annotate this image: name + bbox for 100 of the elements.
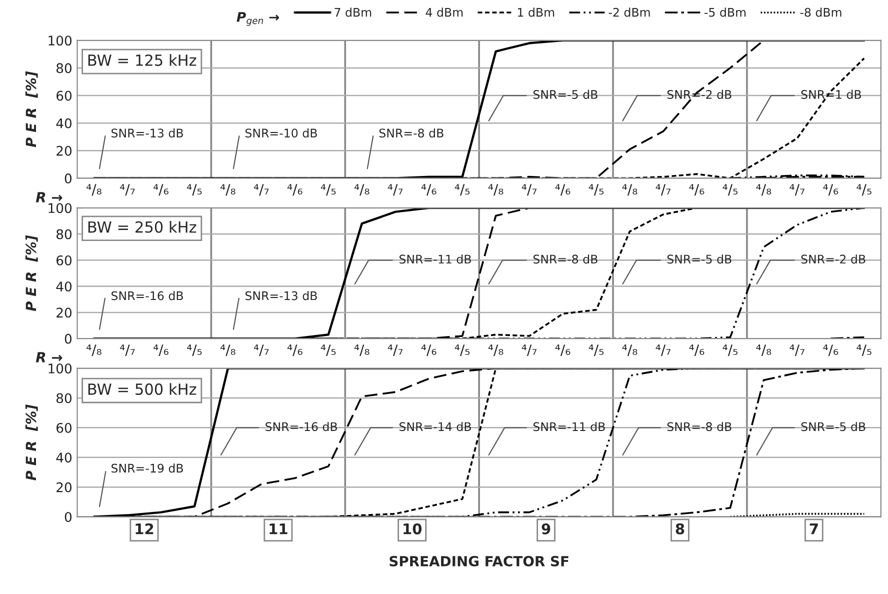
- x-tick-label: ⁴/₅: [186, 184, 202, 196]
- x-tick-label: ⁴/₈: [488, 184, 504, 196]
- text: 7: [810, 524, 818, 534]
- x-tick-label: ⁴/₇: [388, 344, 403, 356]
- x-tick-label: ⁴/₆: [287, 344, 302, 356]
- x-tick-label: ⁴/₅: [588, 184, 604, 196]
- y-tick-label: 40: [56, 118, 72, 128]
- text: 10: [404, 523, 422, 534]
- x-tick-label: ⁴/₇: [790, 184, 804, 196]
- y-tick-label: 0: [64, 173, 72, 184]
- x-tick-label: ⁴/₅: [320, 184, 336, 196]
- x-tick-label: ⁴/₅: [722, 184, 738, 196]
- text: BW = 125 kHz: [88, 54, 196, 66]
- x-tick-label: ⁴/₈: [622, 344, 638, 356]
- x-axis-title: SPREADING FACTOR SF: [390, 556, 568, 566]
- x-axis-title: R →: [36, 352, 62, 362]
- x-tick-label: ⁴/₆: [153, 344, 168, 356]
- x-axis-title: R →: [36, 192, 62, 202]
- x-tick-label: ⁴/₅: [454, 344, 470, 356]
- annotation: SNR=-16 dB: [266, 422, 337, 432]
- text: 9: [542, 523, 550, 534]
- annotation: SNR=-5 dB: [533, 90, 598, 99]
- x-tick-label: ⁴/₆: [689, 184, 704, 196]
- annotation: SNR=-11 dB: [533, 422, 605, 432]
- x-tick-label: ⁴/₆: [823, 344, 838, 356]
- x-tick-label: ⁴/₆: [689, 344, 704, 356]
- y-tick-label: 100: [48, 364, 72, 374]
- y-tick-label: 20: [56, 308, 72, 318]
- y-axis-title: P E R [%]: [25, 235, 38, 312]
- x-tick-label: ⁴/₈: [86, 184, 102, 196]
- annotation: SNR=-11 dB: [399, 254, 471, 264]
- legend-label: -8 dBm: [800, 8, 842, 17]
- y-tick-label: 40: [56, 282, 72, 292]
- y-tick-label: 80: [56, 63, 72, 74]
- y-tick-label: 100: [48, 203, 72, 214]
- x-tick-label: ⁴/₅: [722, 344, 738, 356]
- text: BW = 500 kHz: [88, 383, 196, 395]
- x-tick-label: ⁴/₆: [421, 184, 436, 196]
- y-tick-label: 40: [56, 452, 72, 463]
- y-tick-label: 0: [64, 334, 72, 344]
- x-tick-label: ⁴/₈: [220, 344, 236, 356]
- legend-title: P$_{gen}$ →: [236, 12, 280, 26]
- legend-label: 1 dBm: [518, 8, 554, 17]
- y-tick-label: 80: [56, 229, 72, 240]
- x-tick-label: ⁴/₅: [856, 184, 872, 196]
- annotation: SNR=-16 dB: [112, 291, 183, 300]
- annotation: SNR=-14 dB: [399, 422, 471, 432]
- x-tick-label: ⁴/₅: [856, 344, 872, 356]
- y-tick-label: 60: [56, 255, 72, 266]
- y-tick-label: 20: [56, 146, 72, 156]
- annotation: SNR=-2 dB: [801, 254, 866, 264]
- annotation: SNR=-2 dB: [667, 90, 732, 99]
- annotation: SNR=-8 dB: [379, 128, 444, 138]
- legend-label: 7 dBm: [334, 8, 372, 17]
- annotation: SNR=-13 dB: [245, 291, 317, 300]
- y-axis-title: P E R [%]: [25, 404, 38, 480]
- annotation: SNR=-10 dB: [245, 128, 317, 138]
- annotation: SNR=-5 dB: [801, 422, 866, 432]
- x-tick-label: ⁴/₇: [388, 184, 403, 196]
- y-tick-label: 20: [56, 482, 72, 492]
- x-tick-label: ⁴/₆: [153, 184, 168, 196]
- text: 12: [136, 523, 154, 534]
- annotation: SNR=-8 dB: [667, 422, 732, 432]
- annotation: SNR=-8 dB: [533, 254, 598, 264]
- x-tick-label: ⁴/₇: [656, 184, 670, 196]
- x-tick-label: ⁴/₈: [220, 184, 236, 196]
- y-axis-title: P E R [%]: [25, 71, 38, 148]
- x-tick-label: ⁴/₇: [254, 344, 269, 356]
- y-tick-label: 60: [56, 422, 72, 433]
- x-tick-label: ⁴/₆: [555, 184, 570, 196]
- y-tick-label: 60: [56, 90, 72, 101]
- y-tick-label: 80: [56, 393, 72, 404]
- text: 8: [676, 523, 684, 534]
- y-tick-label: 0: [64, 512, 72, 522]
- x-tick-label: ⁴/₅: [320, 344, 336, 356]
- x-tick-label: ⁴/₆: [823, 184, 838, 196]
- x-tick-label: ⁴/₅: [588, 344, 604, 356]
- annotation: SNR=-13 dB: [112, 128, 183, 138]
- x-tick-label: ⁴/₈: [86, 344, 102, 356]
- y-tick-label: 100: [48, 36, 72, 46]
- x-tick-label: ⁴/₇: [120, 344, 135, 356]
- legend-label: 4 dBm: [426, 8, 463, 17]
- text: 11: [270, 524, 288, 534]
- x-tick-label: ⁴/₈: [488, 344, 504, 356]
- annotation: SNR=-5 dB: [667, 254, 732, 264]
- x-tick-label: ⁴/₅: [186, 344, 202, 356]
- legend-label: -5 dBm: [704, 8, 746, 17]
- x-tick-label: ⁴/₈: [354, 344, 370, 356]
- x-tick-label: ⁴/₅: [454, 184, 470, 196]
- x-tick-label: ⁴/₇: [120, 184, 135, 196]
- x-tick-label: ⁴/₈: [354, 184, 370, 196]
- x-tick-label: ⁴/₇: [790, 344, 804, 356]
- legend-label: -2 dBm: [608, 8, 650, 17]
- x-tick-label: ⁴/₇: [254, 184, 269, 196]
- text: BW = 250 kHz: [88, 220, 196, 233]
- x-tick-label: ⁴/₇: [522, 184, 537, 196]
- x-tick-label: ⁴/₇: [522, 344, 537, 356]
- annotation: SNR=-19 dB: [112, 464, 183, 473]
- x-tick-label: ⁴/₈: [756, 184, 772, 196]
- x-tick-label: ⁴/₇: [656, 344, 670, 356]
